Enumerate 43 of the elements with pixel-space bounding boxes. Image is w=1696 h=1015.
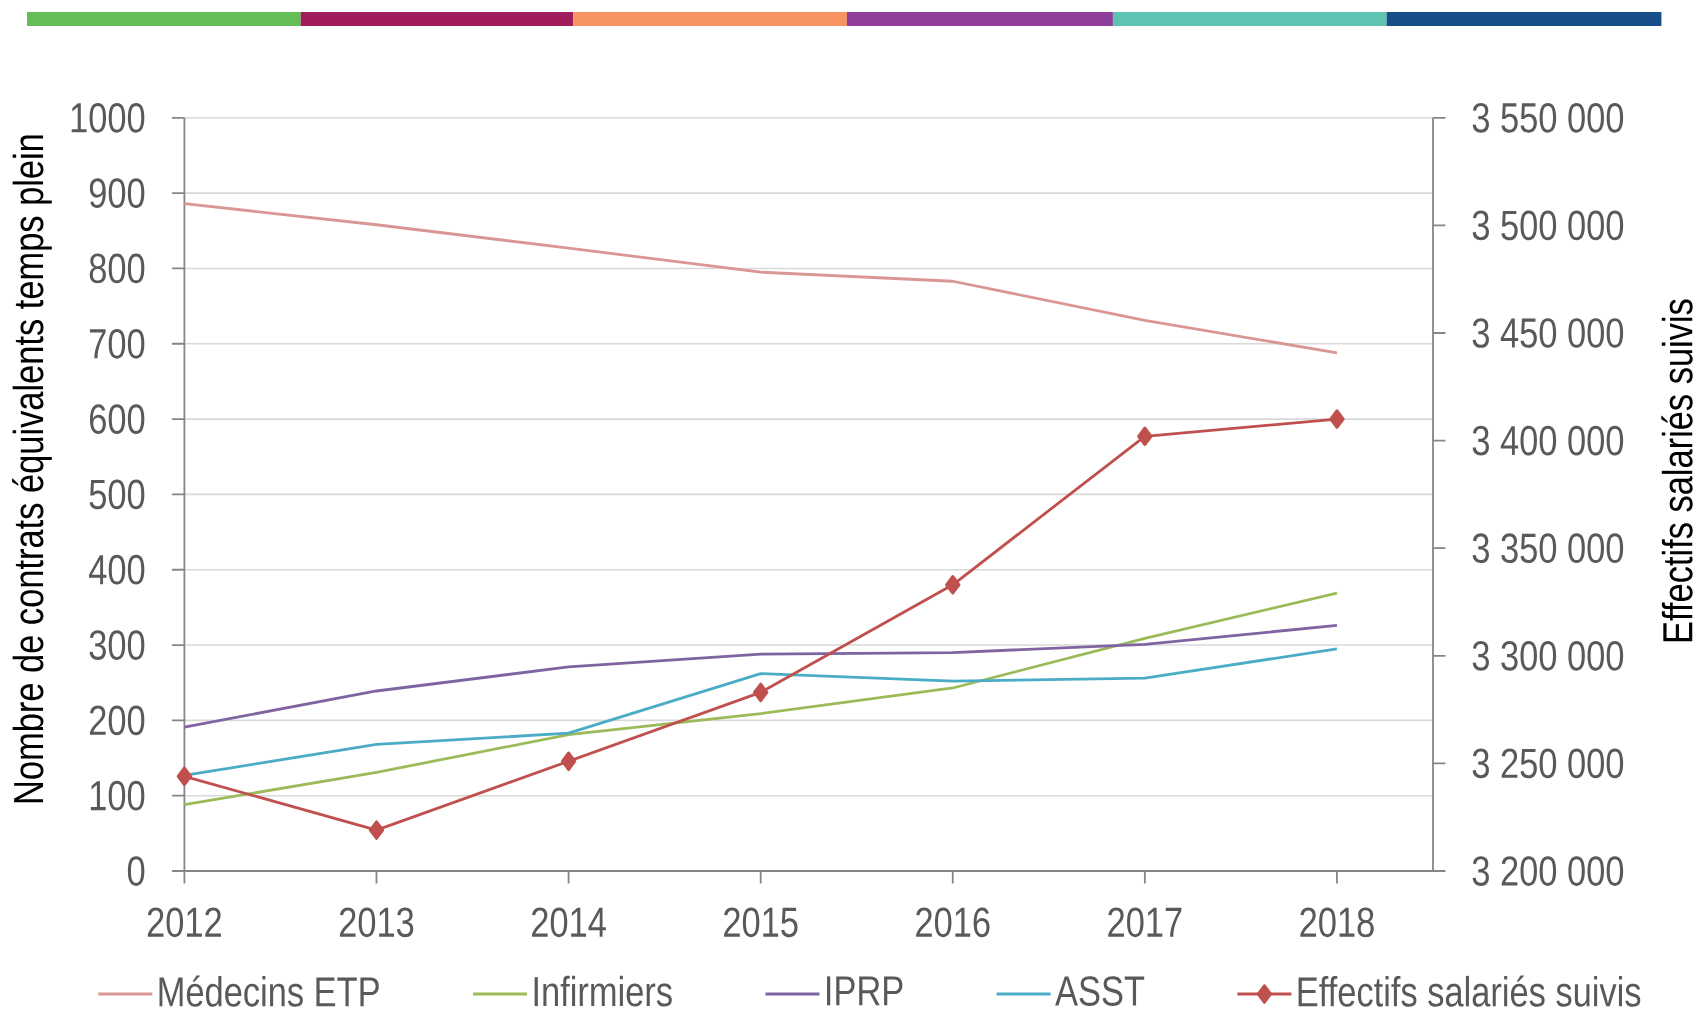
line-series <box>183 591 1339 807</box>
legend-label: IPRP <box>827 976 903 1006</box>
y-tick-label: 700 <box>89 328 145 359</box>
x-tick-label: 2015 <box>724 907 798 938</box>
point <box>368 820 385 840</box>
legend-label: Médecins ETP <box>159 975 379 1007</box>
point <box>945 574 961 595</box>
y-tick-label: 200 <box>89 705 145 736</box>
x-tick-label: 2013 <box>339 907 414 938</box>
x-tick-label: 2018 <box>1300 907 1374 938</box>
point <box>560 751 577 772</box>
y2-axis-title: Effectifs salariés suivis <box>1661 299 1693 642</box>
point <box>1137 426 1153 447</box>
line-series <box>183 624 1339 729</box>
y2-tick-label: 3 350 000 <box>1472 533 1624 564</box>
point <box>1329 409 1345 429</box>
x-tick-label: 2017 <box>1108 907 1182 938</box>
y-tick-label: 100 <box>90 780 145 811</box>
legend-label: Effectifs salariés suivis <box>1298 975 1641 1007</box>
legend-label: ASST <box>1055 976 1145 1006</box>
y2-tick-label: 3 500 000 <box>1472 210 1624 241</box>
y2-tick-label: 3 450 000 <box>1472 318 1624 348</box>
y2-tick-label: 3 300 000 <box>1472 640 1624 671</box>
y2-tick-label: 3 550 000 <box>1472 102 1624 133</box>
x-tick-label: 2016 <box>916 907 990 938</box>
y2-tick-label: 3 250 000 <box>1472 748 1624 779</box>
y-tick-label: 0 <box>127 856 145 886</box>
y-tick-label: 400 <box>89 554 145 585</box>
x-tick-label: 2012 <box>147 907 221 938</box>
x-tick-label: 2014 <box>531 907 606 938</box>
y-tick-label: 600 <box>89 404 145 434</box>
y2-tick-label: 3 200 000 <box>1472 856 1624 886</box>
y2-tick-label: 3 400 000 <box>1472 425 1624 456</box>
y-tick-label: 300 <box>89 630 145 660</box>
y-tick-label: 1000 <box>71 102 145 133</box>
y-axis-title: Nombre de contrats équivalents temps plein <box>12 135 52 803</box>
y-tick-label: 500 <box>89 479 145 510</box>
y-tick-label: 800 <box>89 253 145 284</box>
legend-label: Infirmiers <box>534 975 672 1007</box>
point <box>752 682 769 703</box>
point <box>176 766 193 787</box>
line-series <box>183 202 1339 355</box>
y-tick-label: 900 <box>89 178 145 208</box>
